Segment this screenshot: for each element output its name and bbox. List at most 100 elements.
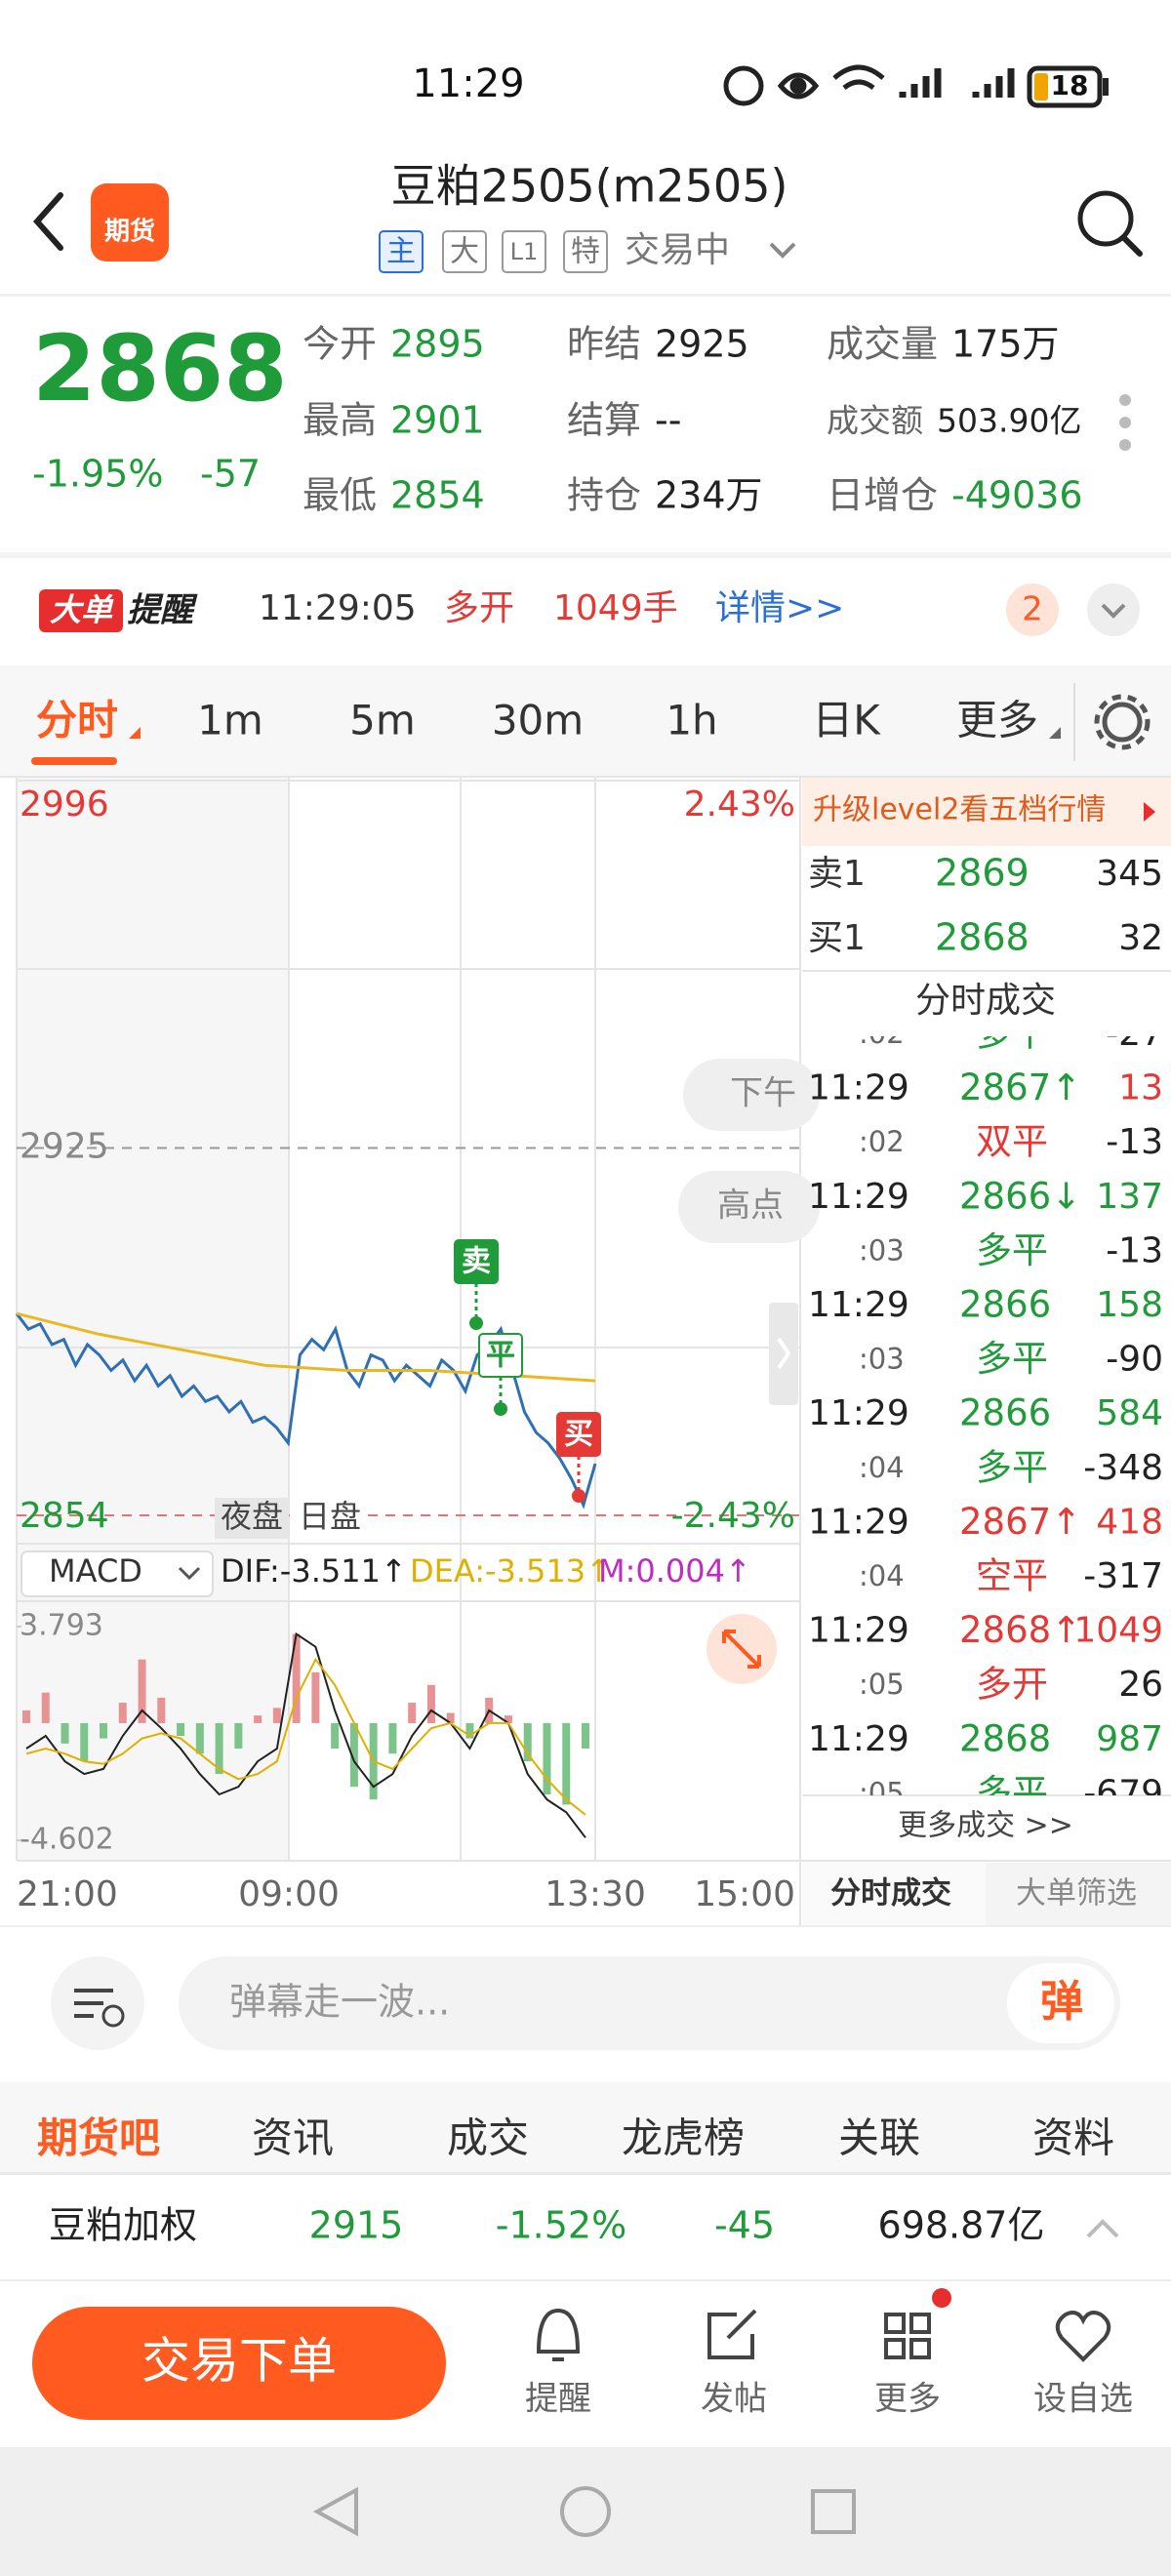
status-chevron[interactable] bbox=[769, 242, 796, 259]
histogram-bar bbox=[61, 1722, 69, 1744]
period-tab[interactable]: 分时 bbox=[36, 697, 118, 745]
pct-label: -2.43% bbox=[671, 1496, 795, 1536]
danmu-icon bbox=[74, 1989, 113, 2018]
pct-label: 2.43% bbox=[684, 785, 795, 825]
divider bbox=[0, 1925, 1171, 1927]
field-label: 日增仓 bbox=[827, 474, 938, 517]
orderbook-tab[interactable]: 大单筛选 bbox=[1016, 1876, 1137, 1912]
settings-button[interactable] bbox=[1102, 702, 1143, 743]
back-button[interactable] bbox=[32, 192, 63, 251]
marker-label: 平 bbox=[486, 1339, 515, 1373]
action-label[interactable]: 设自选 bbox=[1033, 2380, 1133, 2419]
banner-arrow bbox=[1144, 802, 1155, 822]
period-tab[interactable]: 1m bbox=[197, 697, 263, 745]
histogram-bar bbox=[388, 1722, 397, 1754]
tab-underline bbox=[31, 757, 117, 765]
action-icons bbox=[536, 2308, 1111, 2362]
field-value: 234万 bbox=[655, 474, 763, 517]
alert-count-bg bbox=[1006, 584, 1059, 636]
orderbook-tab[interactable]: 分时成交 bbox=[830, 1876, 951, 1912]
action-label[interactable]: 提醒 bbox=[525, 2380, 591, 2419]
trade-type: 多平 bbox=[976, 1338, 1048, 1380]
action-label[interactable]: 更多 bbox=[874, 2380, 941, 2419]
danmu-send[interactable] bbox=[1007, 1963, 1114, 2043]
level-volume: 345 bbox=[1096, 854, 1163, 894]
field-label: 昨结 bbox=[567, 323, 641, 366]
period-tab[interactable]: 更多 bbox=[956, 697, 1038, 745]
danmu-input[interactable] bbox=[179, 1956, 1120, 2050]
section-tab-bar bbox=[0, 2082, 1171, 2176]
trade-price: 2868 bbox=[959, 1717, 1051, 1759]
logo bbox=[91, 183, 169, 262]
section-tab[interactable]: 期货吧 bbox=[37, 2114, 160, 2162]
period-tab[interactable]: 日K bbox=[812, 697, 881, 745]
section-tab[interactable]: 资料 bbox=[1032, 2114, 1114, 2162]
macd-select[interactable] bbox=[20, 1550, 214, 1597]
more-trades[interactable]: 更多成交 >> bbox=[898, 1809, 1073, 1843]
tag: L1 bbox=[510, 238, 539, 265]
session-label: 日盘 bbox=[299, 1498, 361, 1535]
trade-volume: -13 bbox=[1106, 1122, 1163, 1162]
section-tab[interactable]: 成交 bbox=[447, 2114, 529, 2162]
alert-expand[interactable] bbox=[1087, 584, 1140, 636]
marker-dot bbox=[572, 1489, 586, 1503]
section-tab[interactable]: 资讯 bbox=[252, 2114, 334, 2162]
more-dots[interactable] bbox=[1119, 394, 1131, 451]
trade-list: :02 多平 -27 11:29 2867↑ 13:02 双平 -13 11:29 2866↓ 13… bbox=[808, 1036, 1163, 1795]
trade-price: 2866 bbox=[959, 1392, 1051, 1434]
level-label: 买1 bbox=[808, 918, 866, 958]
histogram-bar bbox=[138, 1659, 146, 1723]
trade-price: 2867↑ bbox=[959, 1501, 1081, 1543]
field-value: 175万 bbox=[951, 323, 1060, 366]
session-box bbox=[293, 1498, 367, 1539]
marker-dot bbox=[494, 1402, 507, 1416]
panel-handle[interactable] bbox=[769, 1303, 798, 1405]
alert-link[interactable]: 详情>> bbox=[715, 588, 844, 628]
section-tab[interactable]: 关联 bbox=[838, 2114, 920, 2162]
price-line bbox=[15, 1312, 597, 1509]
period-tab[interactable]: 30m bbox=[492, 697, 584, 745]
trade-time: 11:29 bbox=[808, 1068, 909, 1108]
level-label: 卖1 bbox=[808, 854, 866, 894]
danmu-button: 弹 bbox=[1040, 1977, 1083, 2027]
trade-price: 2867↑ bbox=[959, 1067, 1081, 1108]
histogram-bar bbox=[331, 1722, 340, 1750]
trade-button-text: 交易下单 bbox=[141, 2333, 337, 2390]
chevron bbox=[1101, 603, 1126, 619]
alert-time: 11:29:05 bbox=[259, 588, 417, 628]
alert-count: 2 bbox=[1022, 590, 1043, 629]
level-volume: 32 bbox=[1118, 918, 1163, 958]
marker-box bbox=[478, 1333, 523, 1378]
nav-buttons[interactable] bbox=[312, 2486, 856, 2537]
tag: 大 bbox=[450, 235, 479, 269]
trade-type: 空平 bbox=[976, 1555, 1048, 1597]
trade-time: :03 bbox=[859, 1343, 905, 1376]
trade-volume: 26 bbox=[1118, 1665, 1163, 1705]
level2-banner[interactable] bbox=[802, 778, 1171, 846]
histogram-bar bbox=[100, 1722, 108, 1739]
status-icons bbox=[723, 64, 1109, 108]
session-label: 夜盘 bbox=[221, 1498, 283, 1535]
divider bbox=[0, 2279, 1171, 2281]
trade-volume: 584 bbox=[1096, 1393, 1163, 1433]
bubble-text: 高点 bbox=[717, 1187, 784, 1226]
period-tab[interactable]: 1h bbox=[666, 697, 717, 745]
trade-button[interactable] bbox=[32, 2307, 446, 2420]
trade-time: 11:29 bbox=[808, 1285, 909, 1325]
chevron-up[interactable] bbox=[1086, 2219, 1119, 2238]
index-row[interactable] bbox=[0, 2174, 1171, 2281]
search-button[interactable] bbox=[1077, 190, 1134, 247]
action-label[interactable]: 发帖 bbox=[701, 2380, 767, 2419]
histogram-bar bbox=[504, 1715, 512, 1723]
period-tab[interactable]: 5m bbox=[349, 697, 416, 745]
marker-box bbox=[556, 1412, 601, 1457]
y-tick-label: -4.602 bbox=[20, 1823, 114, 1857]
marker-label: 卖 bbox=[462, 1245, 491, 1279]
tag-box bbox=[442, 230, 487, 273]
notification-dot bbox=[932, 2288, 951, 2308]
field-label: 结算 bbox=[567, 399, 641, 442]
trade-volume: 137 bbox=[1096, 1177, 1163, 1217]
section-tab[interactable]: 龙虎榜 bbox=[622, 2114, 745, 2162]
level-price: 2869 bbox=[935, 852, 1030, 895]
trade-volume: 418 bbox=[1096, 1502, 1163, 1542]
